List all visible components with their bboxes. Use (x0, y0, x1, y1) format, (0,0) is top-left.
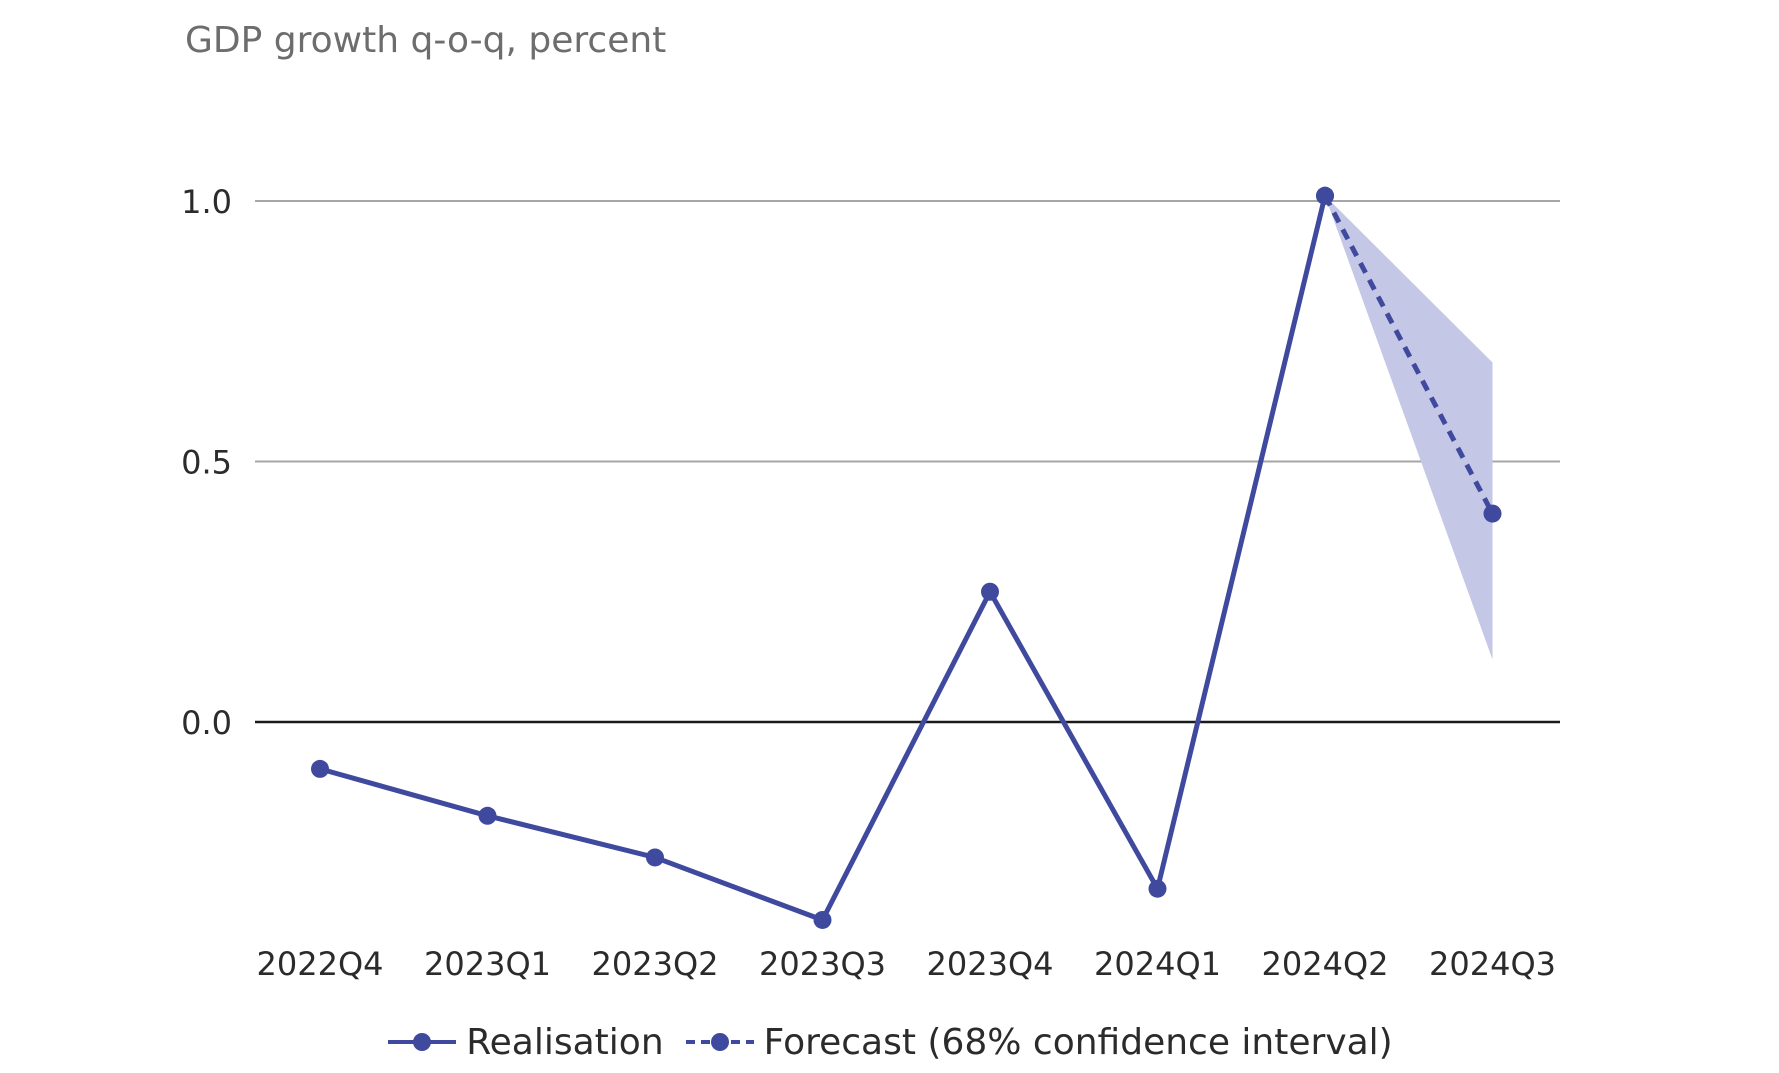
realisation-point (981, 582, 999, 601)
legend-label-realisation: Realisation (466, 1021, 664, 1063)
y-tick-label: 0.0 (181, 704, 232, 742)
legend-dashed-line-icon (685, 1033, 754, 1051)
forecast-line (1322, 194, 1495, 515)
realisation-point (1148, 879, 1167, 898)
x-tick-label: 2024Q1 (1094, 945, 1221, 983)
series-points (311, 186, 1502, 929)
x-tick-label: 2023Q2 (592, 945, 719, 983)
x-tick-labels: 2022Q4 2023Q1 2023Q2 2023Q3 2023Q4 2024Q1 2024… (257, 945, 1556, 983)
confidence-band (1325, 195, 1493, 660)
x-tick-label: 2023Q1 (424, 945, 551, 983)
y-axis-title: GDP growth q-o-q, percent (185, 20, 667, 61)
x-tick-label: 2023Q4 (927, 945, 1054, 983)
legend-item-forecast: Forecast (68% confidence interval) (684, 1022, 1393, 1063)
legend: Realisation Forecast (68% confidence int… (0, 1012, 1779, 1072)
legend-item-realisation: Realisation (386, 1021, 664, 1063)
legend-solid-line-icon (388, 1033, 457, 1051)
x-tick-label: 2024Q2 (1262, 945, 1389, 983)
y-tick-label: 1.0 (181, 183, 232, 221)
legend-label-forecast: Forecast (68% confidence interval) (763, 1021, 1393, 1063)
chart-plot: 1.0 0.5 0.0 2022Q4 2023Q1 2023Q2 2023Q3 2023Q4… (181, 183, 1560, 983)
forecast-point (1316, 186, 1334, 205)
realisation-point (813, 910, 832, 929)
realisation-point (646, 848, 664, 867)
realisation-line (319, 195, 1328, 923)
forecast-point (1483, 504, 1502, 523)
x-tick-label: 2024Q3 (1429, 945, 1556, 983)
series-lines (319, 194, 1495, 923)
confidence-band-layer (1325, 195, 1493, 660)
x-tick-label: 2023Q3 (759, 945, 886, 983)
y-tick-label: 0.5 (181, 444, 232, 482)
x-tick-label: 2022Q4 (257, 945, 384, 983)
realisation-point (311, 759, 329, 778)
grid-lines (255, 200, 1560, 724)
y-tick-labels: 1.0 0.5 0.0 (181, 183, 232, 742)
realisation-point (478, 806, 497, 825)
